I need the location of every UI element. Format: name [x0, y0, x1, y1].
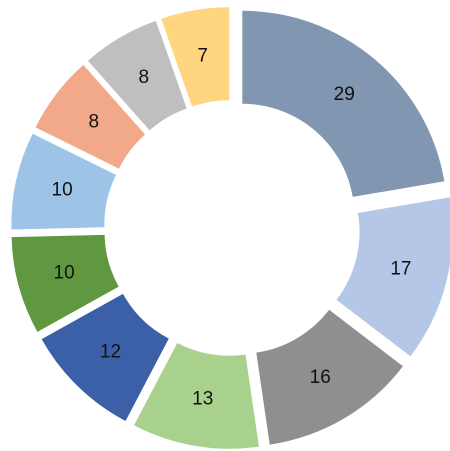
donut-segment — [161, 7, 230, 107]
data-label: 8 — [88, 111, 99, 132]
data-label: 13 — [192, 389, 213, 410]
donut-segment — [134, 342, 259, 449]
donut-segment — [336, 197, 450, 357]
data-label: 29 — [334, 84, 355, 105]
donut-segment — [11, 234, 119, 332]
data-label: 8 — [138, 67, 149, 88]
data-label: 12 — [100, 342, 121, 363]
data-label: 16 — [310, 367, 331, 388]
donut-segment — [41, 293, 169, 421]
donut-segment — [87, 20, 187, 131]
donut-segment — [256, 309, 403, 445]
data-label: 17 — [390, 259, 411, 280]
donut-segment — [11, 133, 116, 230]
donut-segment — [35, 64, 146, 169]
data-label: 10 — [54, 263, 75, 284]
data-label: 7 — [197, 45, 208, 66]
data-label: 10 — [52, 179, 73, 200]
donut-segment — [242, 10, 445, 197]
